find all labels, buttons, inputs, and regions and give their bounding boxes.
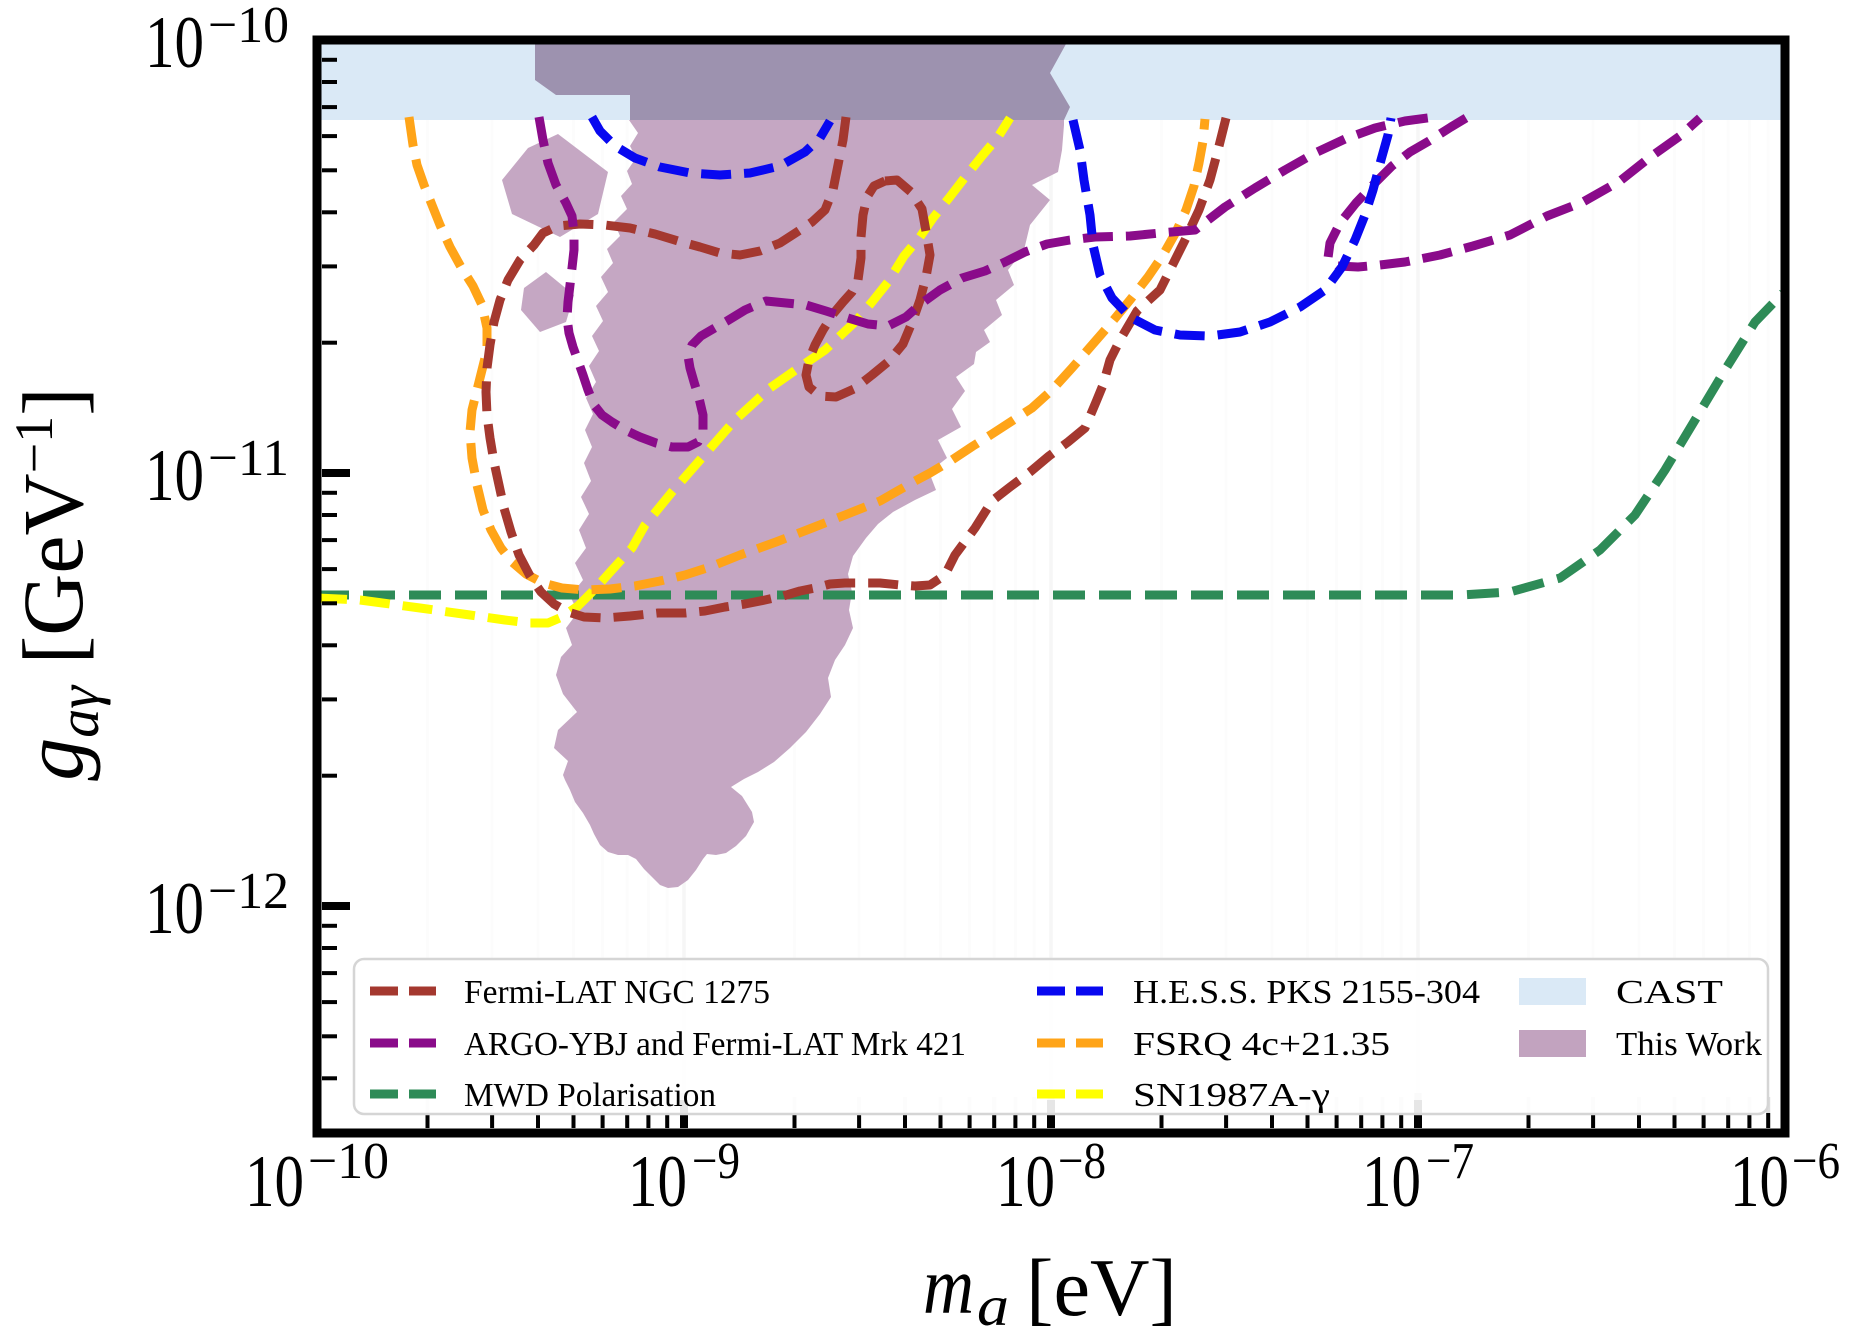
svg-text:10: 10 <box>628 1141 687 1223</box>
svg-text:SN1987A-γ: SN1987A-γ <box>1133 1077 1330 1114</box>
svg-text:10: 10 <box>145 435 204 517</box>
svg-text:−7: −7 <box>1426 1133 1474 1190</box>
svg-text:−6: −6 <box>1792 1133 1840 1190</box>
svg-text:−10: −10 <box>208 0 289 54</box>
svg-text:10: 10 <box>145 2 204 84</box>
svg-text:10: 10 <box>996 1141 1055 1223</box>
svg-text:H.E.S.S. PKS 2155-304: H.E.S.S. PKS 2155-304 <box>1133 974 1480 1011</box>
svg-text:CAST: CAST <box>1616 974 1723 1011</box>
svg-text:[eV]: [eV] <box>1026 1242 1177 1327</box>
svg-text:MWD Polarisation: MWD Polarisation <box>464 1077 716 1114</box>
svg-text:10: 10 <box>145 868 204 950</box>
svg-text:Fermi-LAT NGC 1275: Fermi-LAT NGC 1275 <box>464 974 770 1011</box>
svg-text:This Work: This Work <box>1616 1026 1762 1063</box>
svg-text:gaγ [GeV−1]: gaγ [GeV−1] <box>4 387 111 781</box>
svg-text:10: 10 <box>1362 1141 1421 1223</box>
svg-text:ARGO-YBJ and Fermi-LAT Mrk 421: ARGO-YBJ and Fermi-LAT Mrk 421 <box>464 1026 966 1063</box>
svg-text:−12: −12 <box>208 863 289 920</box>
svg-text:10: 10 <box>1730 1141 1789 1223</box>
svg-text:−11: −11 <box>208 430 289 487</box>
svg-text:FSRQ 4c+21.35: FSRQ 4c+21.35 <box>1133 1026 1390 1063</box>
svg-text:10: 10 <box>245 1141 304 1223</box>
svg-text:−10: −10 <box>308 1133 389 1190</box>
svg-text:−9: −9 <box>692 1133 740 1190</box>
svg-text:a: a <box>977 1275 1009 1327</box>
svg-text:m: m <box>923 1240 974 1327</box>
svg-text:−8: −8 <box>1058 1133 1106 1190</box>
